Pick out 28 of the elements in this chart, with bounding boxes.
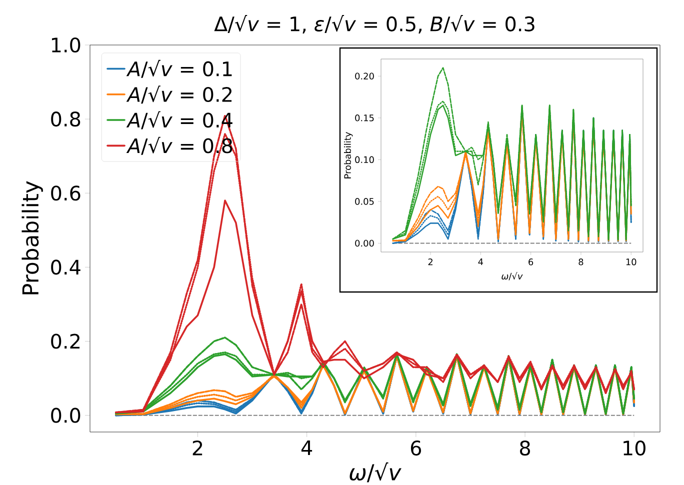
- x-tick-label: 4: [301, 440, 312, 456]
- y-tick-label: 0.0: [51, 408, 80, 423]
- y-tick-label: 1.0: [52, 37, 80, 53]
- x-tick-label: 4: [478, 258, 484, 266]
- y-tick-label: 0.20: [355, 72, 374, 80]
- x-tick-label: 8: [578, 258, 584, 266]
- y-tick-label: 0.6: [51, 186, 80, 201]
- x-tick-label: 6: [410, 440, 421, 456]
- x-tick-label: 6: [528, 258, 534, 266]
- y-tick-label: 0.8: [51, 112, 80, 127]
- legend-label: A/√v = 0.1: [126, 60, 232, 78]
- y-axis-title: Probability: [22, 181, 43, 294]
- y-axis-title: Probability: [344, 132, 353, 178]
- y-tick-label: 0.10: [355, 156, 374, 164]
- x-axis-title: ω/√v: [350, 462, 402, 482]
- x-tick-label: 10: [626, 258, 636, 266]
- y-tick-label: 0.05: [355, 198, 374, 205]
- x-tick-label: 10: [624, 440, 646, 456]
- y-tick-label: 0.00: [355, 240, 374, 247]
- x-tick-label: 2: [428, 258, 432, 266]
- y-tick-label: 0.15: [355, 114, 374, 122]
- x-tick-label: 8: [520, 440, 530, 456]
- legend-label: A/√v = 0.2: [126, 86, 232, 104]
- y-tick-label: 0.4: [51, 260, 80, 275]
- y-tick-label: 0.2: [51, 334, 80, 349]
- chart-title: Δ/√v = 1, ε/√v = 0.5, B/√v = 0.3: [214, 15, 534, 34]
- x-tick-label: 2: [192, 440, 202, 456]
- x-axis-title: ω/√v: [502, 272, 523, 280]
